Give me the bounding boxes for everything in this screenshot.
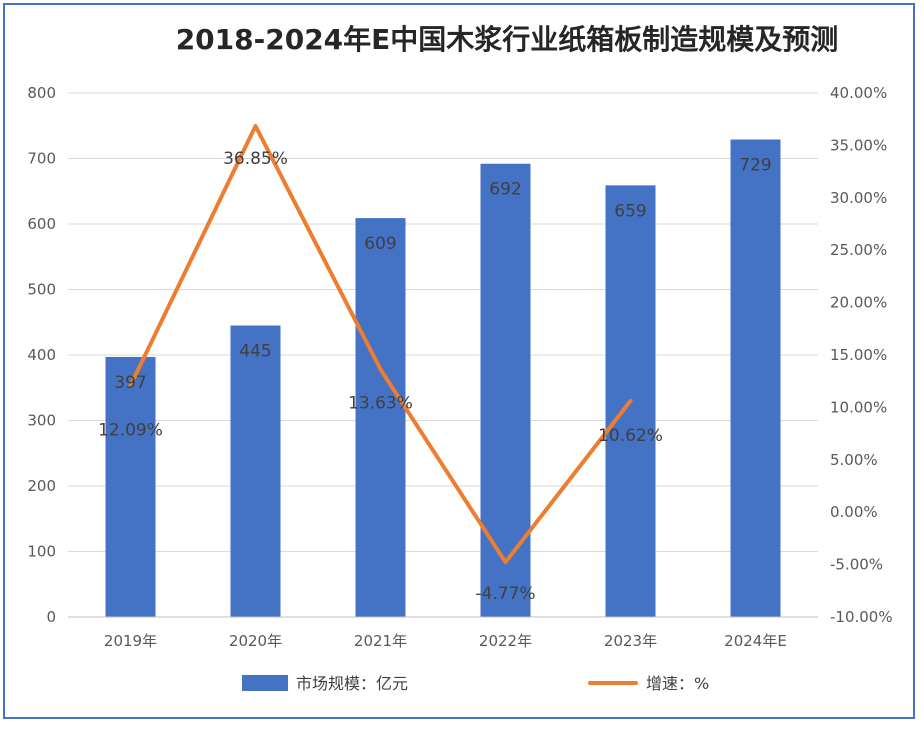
line-series bbox=[128, 124, 633, 565]
y-left-tick-label: 0 bbox=[46, 608, 56, 626]
y-right-tick-label: 15.00% bbox=[830, 346, 887, 364]
growth-line bbox=[128, 124, 633, 565]
y-right-tick-label: 5.00% bbox=[830, 451, 878, 469]
y-right-tick-label: -5.00% bbox=[830, 556, 883, 574]
line-data-label: -4.77% bbox=[475, 584, 535, 604]
y-left-tick-label: 400 bbox=[27, 346, 56, 364]
legend-label-bar: 市场规模：亿元 bbox=[296, 674, 408, 693]
legend-label-line: 增速：% bbox=[646, 674, 709, 693]
data-labels: 397 445 609 692 659 729 12.09% 36.85% 13.63% -4.7… bbox=[98, 149, 772, 604]
x-tick-label: 2019年 bbox=[104, 632, 157, 650]
line-data-label: 13.63% bbox=[348, 393, 413, 413]
y-left-tick-label: 600 bbox=[27, 215, 56, 233]
y-left-tick-label: 500 bbox=[27, 281, 56, 299]
bar-data-label: 692 bbox=[489, 180, 521, 200]
bar-data-label: 445 bbox=[239, 342, 271, 362]
x-tick-label: 2020年 bbox=[229, 632, 282, 650]
y-right-tick-label: -10.00% bbox=[830, 608, 893, 626]
y-right-tick-label: 35.00% bbox=[830, 136, 887, 154]
line-data-label: 10.62% bbox=[598, 426, 663, 446]
bar-data-label: 659 bbox=[614, 201, 646, 221]
x-tick-label: 2021年 bbox=[354, 632, 407, 650]
y-left-tick-label: 100 bbox=[27, 543, 56, 561]
y-left-tick-label: 800 bbox=[27, 84, 56, 102]
y-right-tick-label: 20.00% bbox=[830, 294, 887, 312]
gridlines bbox=[68, 92, 818, 552]
y-right-tick-label: 10.00% bbox=[830, 398, 887, 416]
bar-data-label: 729 bbox=[739, 156, 771, 176]
y-right-tick-label: 30.00% bbox=[830, 189, 887, 207]
line-data-label: 12.09% bbox=[98, 420, 163, 440]
y-left-tick-label: 300 bbox=[27, 412, 56, 430]
y-right-tick-label: 25.00% bbox=[830, 241, 887, 259]
axes: 0 100 200 300 400 500 600 700 800 -10.00% -5.00% 0.… bbox=[27, 84, 892, 650]
bar bbox=[730, 139, 781, 617]
x-tick-label: 2023年 bbox=[604, 632, 657, 650]
chart-title: 2018-2024年E中国木浆行业纸箱板制造规模及预测 bbox=[175, 23, 839, 56]
y-left-tick-label: 700 bbox=[27, 150, 56, 168]
bar bbox=[105, 356, 156, 617]
bar-data-label: 609 bbox=[364, 234, 396, 254]
legend: 市场规模：亿元 增速：% bbox=[242, 674, 709, 693]
y-right-tick-label: 0.00% bbox=[830, 503, 878, 521]
bar bbox=[355, 218, 406, 618]
x-tick-label: 2022年 bbox=[479, 632, 532, 650]
bar bbox=[230, 325, 281, 617]
y-left-tick-label: 200 bbox=[27, 477, 56, 495]
bar-series bbox=[105, 139, 781, 618]
legend-swatch-bar bbox=[242, 675, 288, 691]
line-data-label: 36.85% bbox=[223, 149, 288, 169]
bar-data-label: 397 bbox=[114, 373, 146, 393]
bar bbox=[480, 163, 531, 618]
y-right-tick-label: 40.00% bbox=[830, 84, 887, 102]
x-tick-label: 2024年E bbox=[724, 632, 787, 650]
